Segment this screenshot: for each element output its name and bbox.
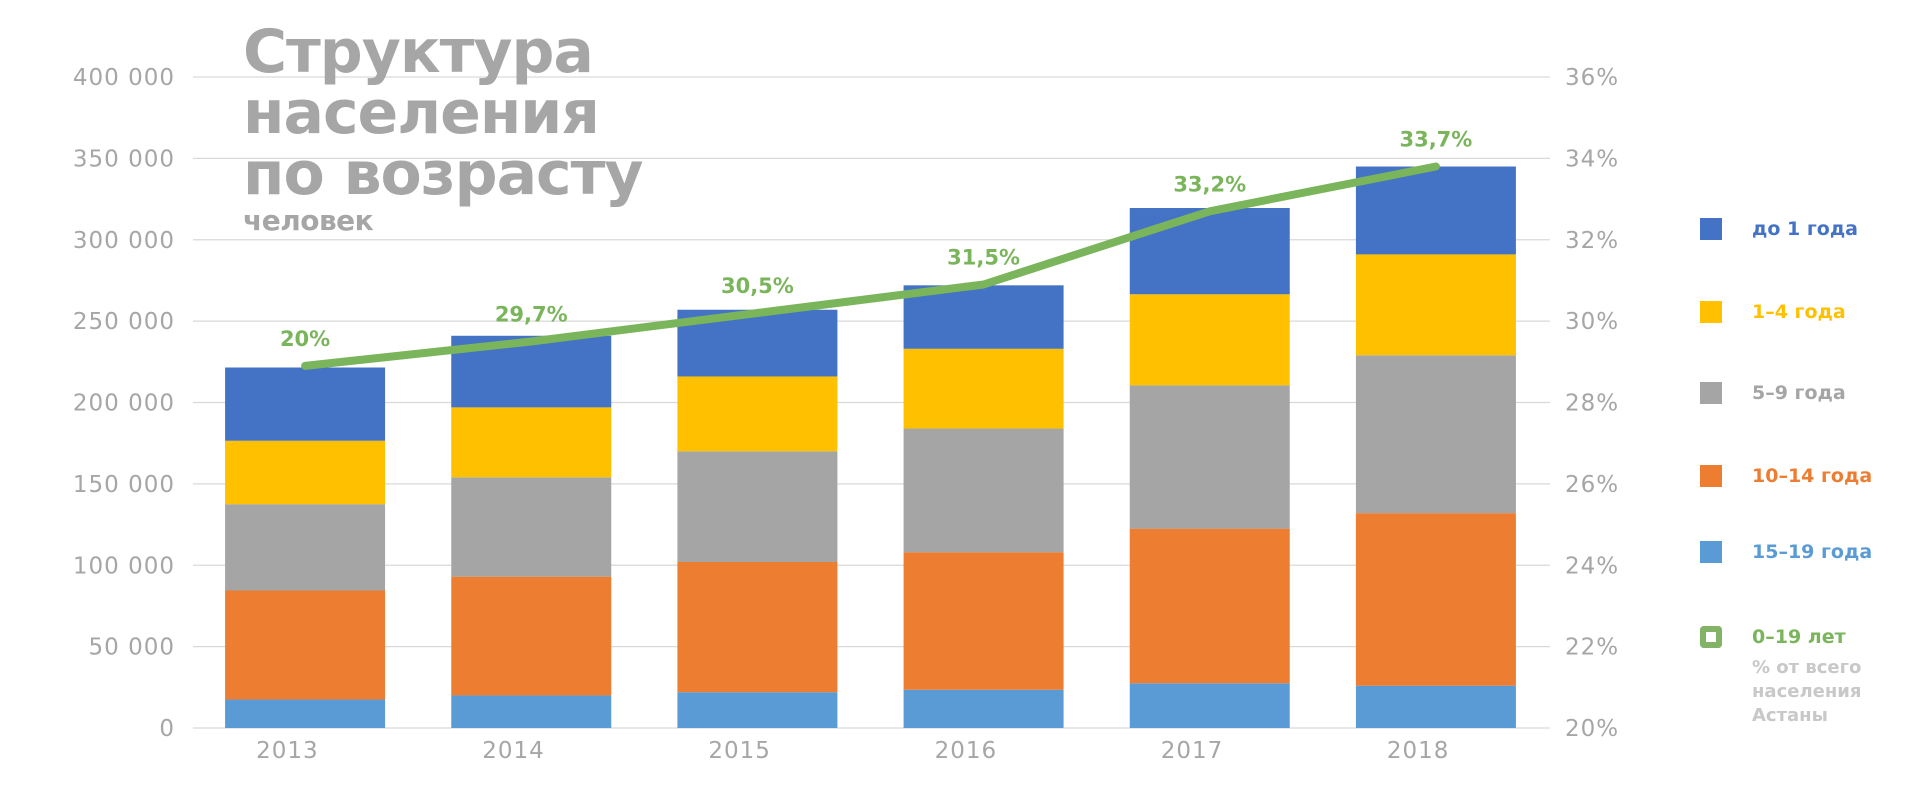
line-series-path [301,162,1440,370]
legend-label: 0–19 лет [1752,626,1846,648]
x-axis-ticks: 2013 2014 2015 2016 2017 2018 [256,738,1450,764]
line-data-label: 20% [280,327,330,351]
bar-segment [903,428,1064,553]
left-axis-tick-label: 50 000 [89,635,175,661]
gridlines [193,76,1550,729]
bar-segment [1355,685,1516,728]
legend-swatch [1700,301,1722,323]
legend-item-5-9: 5–9 года [1700,382,1846,404]
bar-segment [677,692,838,728]
bar-segment [451,576,612,696]
x-axis-tick-label: 2014 [482,738,545,764]
legend-label: 1–4 года [1752,301,1846,323]
line-series [301,162,1440,370]
bar-segment [677,451,838,562]
line-data-label: 33,2% [1173,172,1246,196]
stacked-bars [225,166,1516,728]
bar-segment [1129,528,1290,684]
bar-segment [903,348,1064,429]
bar-segment [677,561,838,693]
line-data-label: 33,7% [1399,128,1472,152]
right-axis-tick-label: 20% [1565,716,1619,742]
bar-segment [225,699,386,728]
bar-segment [225,440,386,505]
legend-label: 15–19 года [1752,541,1873,563]
left-axis-tick-label: 350 000 [73,146,175,172]
bar-segment [677,376,838,452]
line-data-labels: 20% 29,7% 30,5% 31,5% 33,2% 33,7% [280,128,1472,351]
line-data-label: 30,5% [721,274,794,298]
left-axis-tick-label: 100 000 [73,553,175,579]
legend-label: до 1 года [1752,218,1858,240]
legend-line-swatch [1700,626,1722,648]
right-axis-tick-label: 34% [1565,146,1619,172]
bar-segment [225,367,386,441]
right-axis-tick-label: 36% [1565,65,1619,91]
bar-segment [1129,385,1290,529]
left-axis-ticks: 0 50 000 100 000 150 000 200 000 250 000 300 0… [73,65,175,742]
chart-title: Структура населения по возрасту [243,17,644,209]
right-axis-tick-label: 22% [1565,635,1619,661]
bar-segment [1129,294,1290,386]
legend-swatch [1700,465,1722,487]
x-axis-tick-label: 2018 [1387,738,1450,764]
x-axis-tick-label: 2017 [1161,738,1224,764]
right-axis-tick-label: 26% [1565,472,1619,498]
bar-segment [1129,683,1290,728]
bar-segment [225,590,386,700]
bar-segment [1129,208,1290,295]
line-data-label: 29,7% [495,302,568,326]
bar-segment [451,407,612,478]
right-axis-tick-label: 28% [1565,391,1619,417]
right-axis-tick-label: 32% [1565,228,1619,254]
x-axis-tick-label: 2016 [935,738,998,764]
x-axis-tick-label: 2013 [256,738,319,764]
bar-segment [451,695,612,728]
bar-segment [1355,355,1516,514]
bar-segment [903,285,1064,349]
legend-item-10-14: 10–14 года [1700,465,1872,487]
bar-segment [1355,513,1516,686]
right-axis-tick-label: 30% [1565,309,1619,335]
bar-segment [1355,166,1516,255]
left-axis-tick-label: 200 000 [73,391,175,417]
left-axis-tick-label: 400 000 [73,65,175,91]
right-axis-ticks: 20% 22% 24% 26% 28% 30% 32% 34% 36% [1565,65,1619,742]
bar-segment [451,477,612,577]
left-axis-tick-label: 250 000 [73,309,175,335]
x-axis-tick-label: 2015 [708,738,771,764]
bar-segment [225,504,386,591]
legend-item-under-1: до 1 года [1700,218,1858,240]
left-axis-tick-label: 150 000 [73,472,175,498]
legend-item-15-19: 15–19 года [1700,541,1872,563]
left-axis-tick-label: 0 [159,716,175,742]
bar-segment [1355,254,1516,356]
legend-swatch [1700,382,1722,404]
chart-subtitle: человек [243,204,374,237]
legend-item-0-19-line: 0–19 лет [1700,626,1846,648]
line-data-label: 31,5% [947,246,1020,270]
legend-note: % от всего населения Астаны [1752,657,1862,726]
legend-item-1-4: 1–4 года [1700,301,1846,323]
right-axis-tick-label: 24% [1565,553,1619,579]
legend-label: 5–9 года [1752,382,1846,404]
left-axis-tick-label: 300 000 [73,228,175,254]
bar-segment [903,689,1064,728]
legend-swatch [1700,218,1722,240]
legend-swatch [1700,541,1722,563]
bar-segment [903,552,1064,690]
title-block: Структура населения по возрасту человек [243,17,644,237]
legend-label: 10–14 года [1752,465,1873,487]
